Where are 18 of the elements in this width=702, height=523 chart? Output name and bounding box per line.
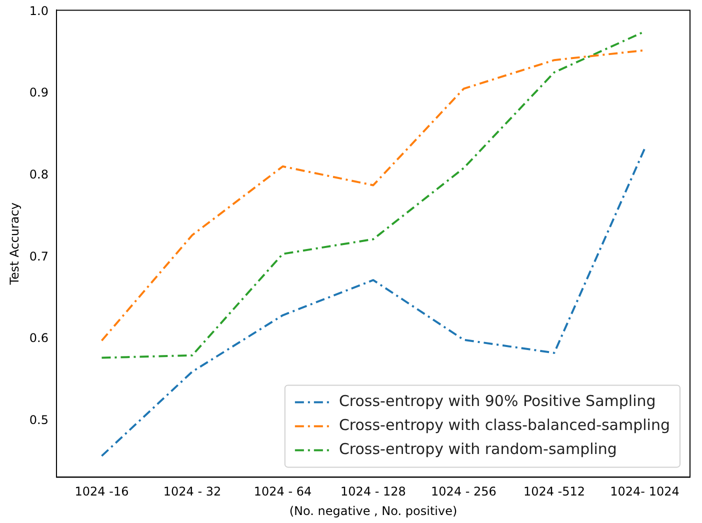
legend-label: Cross-entropy with class-balanced-sampling — [338, 416, 670, 434]
x-tick-label: 1024 - 256 — [431, 484, 496, 499]
y-tick-label: 0.9 — [29, 86, 48, 100]
y-tick-label: 0.6 — [29, 331, 48, 346]
x-tick-label: 1024 -16 — [74, 484, 129, 499]
y-tick-label: 0.8 — [29, 168, 48, 182]
legend-label: Cross-entropy with 90% Positive Sampling — [338, 392, 656, 410]
y-axis-title: Test Accuracy — [7, 202, 22, 286]
y-tick-label: 1.0 — [29, 4, 48, 18]
y-tick-label: 0.7 — [29, 249, 48, 264]
x-tick-label: 1024 - 64 — [254, 484, 312, 499]
legend-label: Cross-entropy with random-sampling — [338, 440, 617, 458]
x-tick-label: 1024 - 32 — [163, 484, 222, 499]
x-tick-label: 1024- 1024 — [610, 484, 680, 499]
x-axis-title: (No. negative , No. positive) — [289, 504, 458, 518]
x-tick-label: 1024 - 128 — [340, 484, 406, 499]
y-tick-label: 0.5 — [29, 412, 48, 427]
x-tick-label: 1024 -512 — [523, 484, 586, 499]
